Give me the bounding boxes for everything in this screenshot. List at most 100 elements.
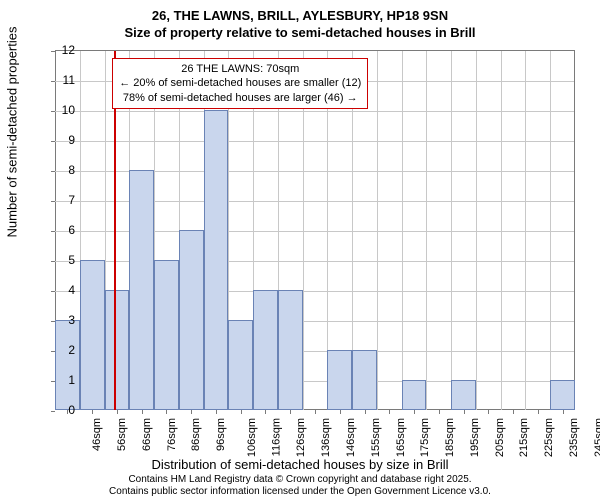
gridline-v — [402, 51, 403, 410]
histogram-bar — [154, 260, 179, 410]
xtick-mark — [488, 410, 489, 414]
ytick-mark — [51, 201, 55, 202]
plot-area: 26 THE LAWNS: 70sqm← 20% of semi-detache… — [55, 50, 575, 410]
histogram-bar — [352, 350, 377, 410]
xtick-mark — [166, 410, 167, 414]
xtick-mark — [464, 410, 465, 414]
xtick-mark — [389, 410, 390, 414]
annotation-box: 26 THE LAWNS: 70sqm← 20% of semi-detache… — [112, 58, 368, 109]
xtick-mark — [290, 410, 291, 414]
xtick-label: 146sqm — [345, 418, 357, 457]
xtick-mark — [315, 410, 316, 414]
y-axis-label: Number of semi-detached properties — [5, 27, 20, 238]
xtick-label: 215sqm — [518, 418, 530, 457]
histogram-bar — [327, 350, 352, 410]
xtick-label: 96sqm — [215, 418, 227, 451]
gridline-v — [476, 51, 477, 410]
ytick-mark — [51, 261, 55, 262]
xtick-label: 165sqm — [395, 418, 407, 457]
xtick-mark — [216, 410, 217, 414]
histogram-bar — [402, 380, 427, 410]
gridline-v — [426, 51, 427, 410]
ytick-label: 6 — [68, 223, 75, 237]
xtick-mark — [117, 410, 118, 414]
xtick-label: 205sqm — [494, 418, 506, 457]
xtick-label: 76sqm — [166, 418, 178, 451]
ytick-mark — [51, 141, 55, 142]
ytick-label: 12 — [62, 43, 75, 57]
ytick-label: 8 — [68, 163, 75, 177]
ytick-mark — [51, 291, 55, 292]
xtick-mark — [439, 410, 440, 414]
chart-title-main: 26, THE LAWNS, BRILL, AYLESBURY, HP18 9S… — [0, 0, 600, 23]
xtick-mark — [563, 410, 564, 414]
ytick-label: 2 — [68, 343, 75, 357]
xtick-label: 46sqm — [91, 418, 103, 451]
gridline-v — [377, 51, 378, 410]
histogram-bar — [278, 290, 303, 410]
histogram-bar — [105, 290, 130, 410]
ytick-mark — [51, 171, 55, 172]
ytick-mark — [51, 411, 55, 412]
gridline-h — [55, 111, 574, 112]
histogram-bar — [253, 290, 278, 410]
xtick-label: 86sqm — [190, 418, 202, 451]
xtick-label: 126sqm — [296, 418, 308, 457]
xtick-mark — [92, 410, 93, 414]
gridline-v — [501, 51, 502, 410]
chart-container: 26, THE LAWNS, BRILL, AYLESBURY, HP18 9S… — [0, 0, 600, 500]
histogram-bar — [80, 260, 105, 410]
xtick-label: 225sqm — [543, 418, 555, 457]
ytick-label: 7 — [68, 193, 75, 207]
xtick-label: 195sqm — [469, 418, 481, 457]
histogram-bar — [550, 380, 575, 410]
ytick-mark — [51, 111, 55, 112]
annotation-line1: 26 THE LAWNS: 70sqm — [119, 62, 361, 76]
xtick-label: 106sqm — [246, 418, 258, 457]
gridline-v — [550, 51, 551, 410]
ytick-mark — [51, 231, 55, 232]
annotation-line2: ← 20% of semi-detached houses are smalle… — [119, 76, 361, 90]
x-axis-label: Distribution of semi-detached houses by … — [0, 457, 600, 472]
histogram-bar — [129, 170, 154, 410]
xtick-mark — [538, 410, 539, 414]
histogram-bar — [451, 380, 476, 410]
xtick-mark — [340, 410, 341, 414]
xtick-label: 185sqm — [444, 418, 456, 457]
ytick-label: 11 — [63, 73, 75, 87]
xtick-mark — [241, 410, 242, 414]
xtick-mark — [365, 410, 366, 414]
annotation-line3: 78% of semi-detached houses are larger (… — [119, 91, 361, 105]
xtick-mark — [265, 410, 266, 414]
xtick-mark — [414, 410, 415, 414]
ytick-label: 9 — [68, 133, 75, 147]
chart-title-sub: Size of property relative to semi-detach… — [0, 23, 600, 40]
histogram-bar — [204, 110, 229, 410]
footer-attribution: Contains HM Land Registry data © Crown c… — [0, 474, 600, 498]
gridline-v — [451, 51, 452, 410]
xtick-mark — [513, 410, 514, 414]
xtick-label: 245sqm — [593, 418, 600, 457]
ytick-label: 0 — [68, 403, 75, 417]
ytick-label: 3 — [68, 313, 75, 327]
ytick-mark — [51, 51, 55, 52]
ytick-mark — [51, 81, 55, 82]
gridline-v — [525, 51, 526, 410]
histogram-bar — [179, 230, 204, 410]
xtick-label: 235sqm — [568, 418, 580, 457]
xtick-label: 56sqm — [116, 418, 128, 451]
footer-line1: Contains HM Land Registry data © Crown c… — [0, 474, 600, 486]
xtick-label: 155sqm — [370, 418, 382, 457]
xtick-mark — [191, 410, 192, 414]
ytick-label: 4 — [68, 283, 75, 297]
histogram-bar — [55, 320, 80, 410]
xtick-label: 116sqm — [270, 418, 282, 456]
xtick-label: 175sqm — [419, 418, 431, 457]
xtick-mark — [142, 410, 143, 414]
histogram-bar — [228, 320, 253, 410]
xtick-label: 66sqm — [141, 418, 153, 451]
ytick-label: 5 — [68, 253, 75, 267]
ytick-label: 1 — [68, 373, 75, 387]
gridline-h — [55, 141, 574, 142]
xtick-label: 136sqm — [320, 418, 332, 457]
